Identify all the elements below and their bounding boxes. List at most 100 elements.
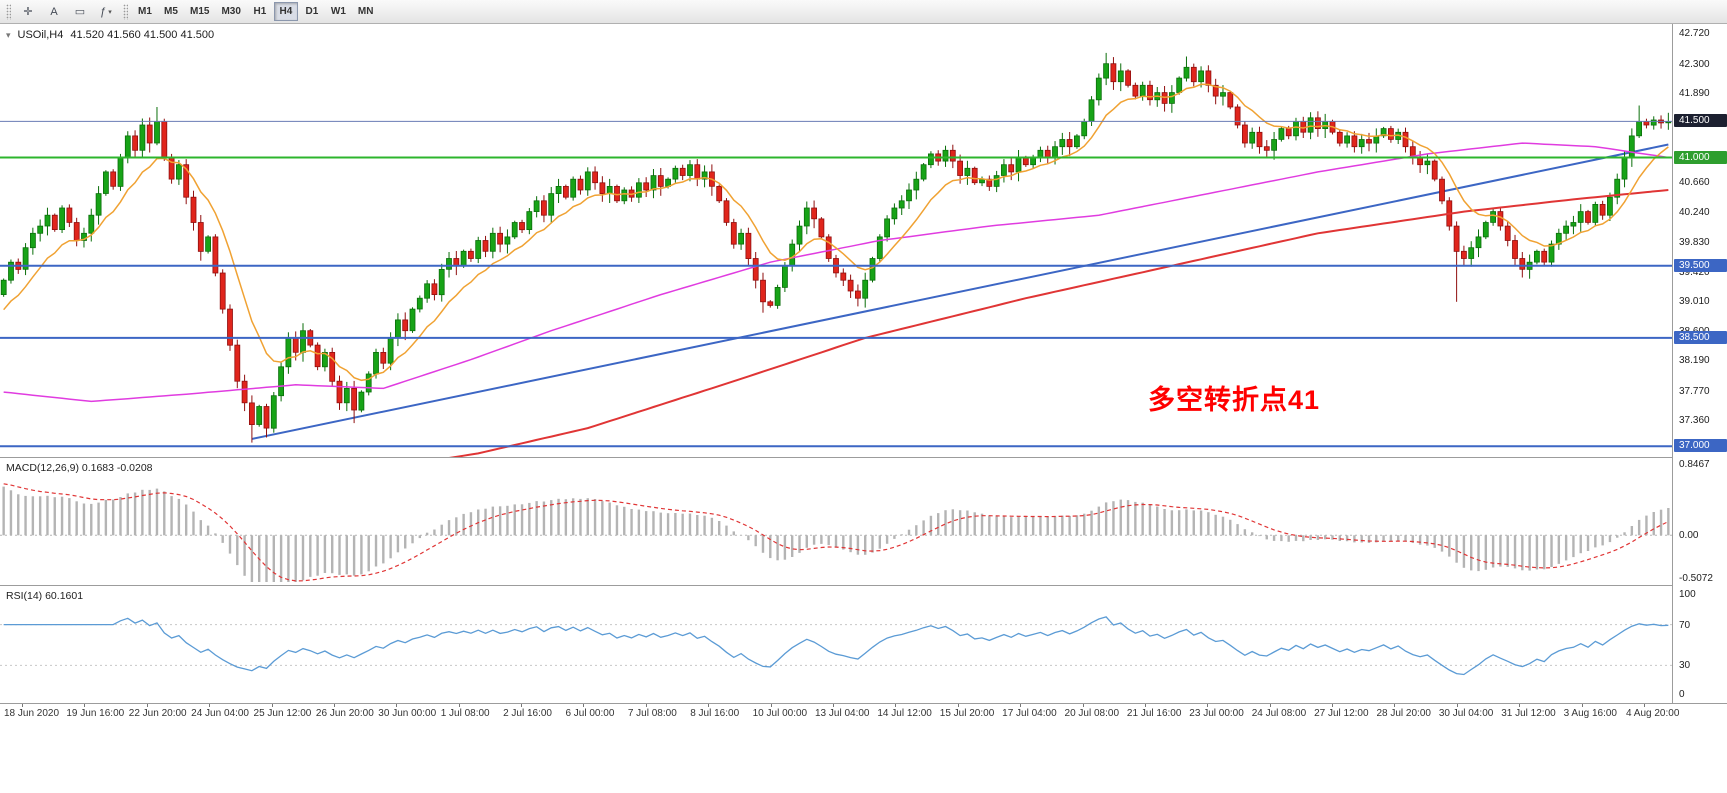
timeframe-m1-button[interactable]: M1 [133, 2, 157, 21]
ma-magenta-line [3, 142, 1669, 403]
crosshair-button[interactable]: ✛ [16, 2, 40, 21]
time-axis-label: 23 Jul 00:00 [1189, 708, 1244, 719]
shapes-tool-icon: ▭ [74, 6, 86, 18]
rsi-axis-label: 100 [1679, 589, 1696, 600]
toolbar-grip[interactable] [6, 3, 11, 20]
timeframe-m15-button[interactable]: M15 [185, 2, 214, 21]
time-axis-tick [84, 704, 86, 707]
crosshair-icon: ✛ [23, 6, 33, 18]
price-axis-label: 40.240 [1679, 207, 1710, 219]
time-axis-label: 24 Jul 08:00 [1251, 708, 1307, 719]
ma-orange-line [3, 83, 1669, 382]
text-tool-icon: A [50, 5, 58, 18]
time-axis-label: 8 Jul 16:00 [690, 708, 740, 719]
pane-separator[interactable] [0, 457, 1727, 458]
timeframe-m30-button[interactable]: M30 [216, 2, 245, 21]
macd-chart-canvas[interactable] [0, 458, 1672, 585]
time-axis-tick [1456, 704, 1458, 707]
price-badge: 37.000 [1674, 439, 1727, 453]
time-axis-tick [645, 704, 647, 707]
shapes-tool-button[interactable]: ▭ [68, 2, 92, 21]
price-axis-label: 39.010 [1679, 296, 1710, 308]
candles [0, 52, 1672, 443]
price-axis[interactable]: 42.720 42.300 41.890 40.660 40.240 39.830 39.4… [1672, 24, 1727, 703]
time-axis-label: 10 Jul 00:00 [752, 708, 808, 719]
main-chart-pane[interactable]: ▾ USOil,H4 41.520 41.560 41.500 41.500 多… [0, 24, 1672, 457]
pane-separator[interactable] [0, 585, 1727, 586]
time-axis-tick [1207, 704, 1209, 707]
time-axis-label: 7 Jul 08:00 [627, 708, 677, 719]
timeframe-d1-button[interactable]: D1 [300, 2, 324, 21]
candlestick-chart-canvas[interactable] [0, 24, 1672, 457]
macd-axis-label: -0.5072 [1679, 573, 1713, 584]
timeframe-w1-button[interactable]: W1 [326, 2, 351, 21]
time-axis-tick [895, 704, 897, 707]
time-axis-label: 6 Jul 00:00 [565, 708, 615, 719]
time-axis-tick [957, 704, 959, 707]
time-axis-tick [22, 704, 23, 707]
time-axis[interactable]: 18 Jun 2020 19 Jun 16:00 22 Jun 20:00 24 Ju… [0, 704, 1727, 793]
macd-indicator-pane[interactable]: MACD(12,26,9) 0.1683 -0.0208 [0, 458, 1672, 585]
time-axis-label: 15 Jul 20:00 [939, 708, 995, 719]
time-axis-tick [209, 704, 211, 707]
time-axis-tick [1144, 704, 1146, 707]
ohlc-values-label: 41.520 41.560 41.500 41.500 [70, 29, 215, 41]
time-axis-label: 3 Aug 16:00 [1563, 708, 1617, 719]
timeframe-m5-button[interactable]: M5 [159, 2, 183, 21]
top-toolbar: ✛ A ▭ ƒ ▾ M1 M5 M15 M30 H1 H4 D1 W1 MN [0, 0, 1727, 24]
price-axis-label: 37.770 [1679, 385, 1710, 397]
price-axis-label: 42.720 [1679, 28, 1710, 40]
timeframe-h4-button[interactable]: H4 [273, 2, 298, 21]
rsi-axis-label: 0 [1679, 689, 1685, 700]
time-axis-label: 17 Jul 04:00 [1002, 708, 1057, 719]
one-click-collapse-icon[interactable]: ▾ [6, 29, 11, 40]
rsi-chart-canvas[interactable] [0, 586, 1672, 703]
time-axis-tick [1269, 704, 1271, 707]
macd-histogram [2, 486, 1670, 582]
pane-separator [0, 703, 1727, 704]
time-axis-label: 24 Jun 04:00 [191, 708, 249, 719]
time-axis-label: 31 Jul 12:00 [1501, 708, 1556, 719]
timeframe-mn-button[interactable]: MN [353, 2, 379, 21]
time-axis-label: 4 Aug 20:00 [1626, 708, 1680, 719]
time-axis-tick [1082, 704, 1084, 707]
time-axis-label: 18 Jun 2020 [4, 708, 60, 719]
time-axis-tick [1394, 704, 1396, 707]
time-axis-label: 22 Jun 20:00 [128, 708, 187, 719]
time-axis-tick [396, 704, 398, 707]
time-axis-label: 21 Jul 16:00 [1126, 708, 1182, 719]
macd-axis-label: 0.8467 [1679, 459, 1710, 470]
macd-signal-line [3, 483, 1669, 582]
rsi-line [3, 616, 1669, 676]
time-axis-label: 30 Jul 04:00 [1438, 708, 1494, 719]
time-axis-label: 19 Jun 16:00 [66, 708, 125, 719]
price-axis-label: 39.830 [1679, 236, 1710, 248]
ma-red-line [448, 189, 1669, 457]
text-tool-button[interactable]: A [42, 2, 66, 21]
time-axis-tick [708, 704, 710, 707]
time-axis-label: 1 Jul 08:00 [440, 708, 490, 719]
indicators-button[interactable]: ƒ ▾ [94, 2, 118, 21]
rsi-label: RSI(14) 60.1601 [6, 590, 84, 602]
rsi-axis-label: 30 [1679, 660, 1691, 672]
time-axis-tick [333, 704, 335, 707]
time-axis-tick [521, 704, 523, 707]
price-axis-label: 40.660 [1679, 177, 1710, 189]
rsi-indicator-pane[interactable]: RSI(14) 60.1601 [0, 586, 1672, 703]
trendline[interactable] [251, 143, 1669, 440]
time-axis-tick [271, 704, 273, 707]
time-axis-tick [1644, 704, 1645, 707]
price-axis-label: 38.190 [1679, 355, 1710, 367]
indicators-icon: ƒ [100, 5, 107, 18]
time-axis-label: 28 Jul 20:00 [1376, 708, 1431, 719]
symbol-period-label: USOil,H4 [17, 29, 64, 41]
toolbar-grip[interactable] [123, 3, 128, 20]
time-axis-tick [1519, 704, 1521, 707]
price-badge: 39.500 [1674, 258, 1727, 272]
time-axis-label: 20 Jul 08:00 [1064, 708, 1120, 719]
chevron-down-icon: ▾ [108, 8, 112, 16]
timeframe-h1-button[interactable]: H1 [248, 2, 272, 21]
time-axis-tick [458, 704, 460, 707]
time-axis-tick [1020, 704, 1022, 707]
